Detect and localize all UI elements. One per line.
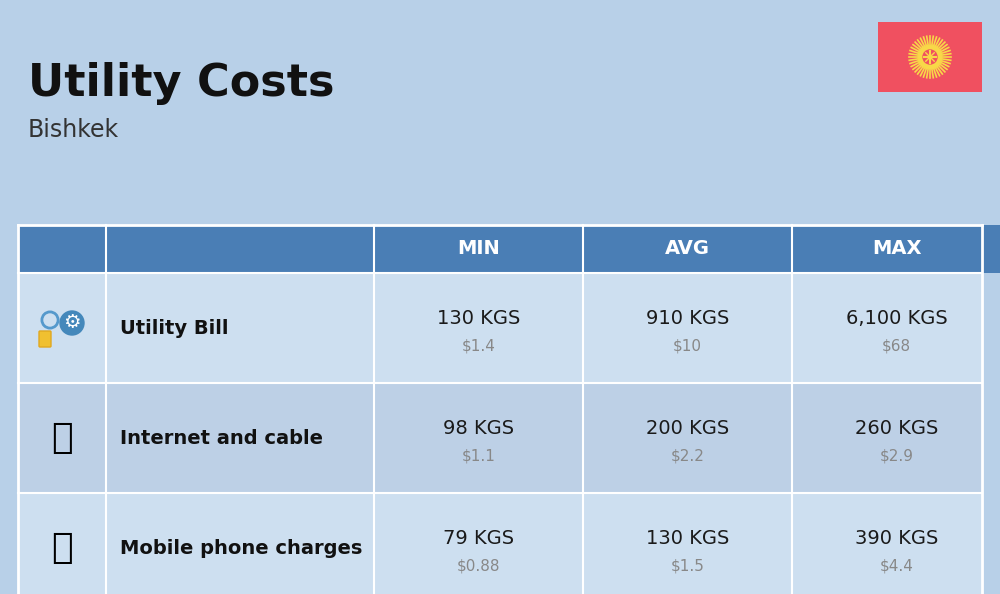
Text: 910 KGS: 910 KGS — [646, 308, 729, 327]
FancyBboxPatch shape — [18, 383, 982, 493]
Text: $10: $10 — [673, 339, 702, 353]
Text: $1.5: $1.5 — [671, 558, 704, 573]
Text: Mobile phone charges: Mobile phone charges — [120, 539, 362, 558]
Text: $2.2: $2.2 — [671, 448, 704, 463]
FancyBboxPatch shape — [18, 493, 982, 594]
FancyBboxPatch shape — [374, 225, 583, 273]
FancyBboxPatch shape — [18, 273, 982, 383]
Text: $68: $68 — [882, 339, 911, 353]
Text: 6,100 KGS: 6,100 KGS — [846, 308, 947, 327]
Text: 260 KGS: 260 KGS — [855, 419, 938, 438]
Text: 200 KGS: 200 KGS — [646, 419, 729, 438]
FancyBboxPatch shape — [39, 331, 51, 347]
Text: Utility Costs: Utility Costs — [28, 62, 334, 105]
Text: MAX: MAX — [872, 239, 921, 258]
Text: $1.4: $1.4 — [462, 339, 495, 353]
Text: ⚙: ⚙ — [63, 314, 81, 333]
FancyBboxPatch shape — [792, 225, 1000, 273]
Text: $4.4: $4.4 — [880, 558, 913, 573]
Text: Internet and cable: Internet and cable — [120, 428, 323, 447]
FancyBboxPatch shape — [878, 22, 982, 92]
Text: $2.9: $2.9 — [880, 448, 914, 463]
Text: AVG: AVG — [665, 239, 710, 258]
Text: MIN: MIN — [457, 239, 500, 258]
Text: 📶: 📶 — [51, 421, 73, 455]
Text: $0.88: $0.88 — [457, 558, 500, 573]
Text: 📱: 📱 — [51, 531, 73, 565]
Text: 390 KGS: 390 KGS — [855, 529, 938, 548]
Text: 98 KGS: 98 KGS — [443, 419, 514, 438]
Circle shape — [60, 311, 84, 335]
Text: Bishkek: Bishkek — [28, 118, 119, 142]
FancyBboxPatch shape — [583, 225, 792, 273]
Text: 130 KGS: 130 KGS — [437, 308, 520, 327]
Text: $1.1: $1.1 — [462, 448, 495, 463]
Text: 79 KGS: 79 KGS — [443, 529, 514, 548]
Text: 130 KGS: 130 KGS — [646, 529, 729, 548]
FancyBboxPatch shape — [18, 225, 374, 273]
Circle shape — [923, 50, 937, 64]
Text: Utility Bill: Utility Bill — [120, 318, 228, 337]
Circle shape — [918, 45, 942, 69]
